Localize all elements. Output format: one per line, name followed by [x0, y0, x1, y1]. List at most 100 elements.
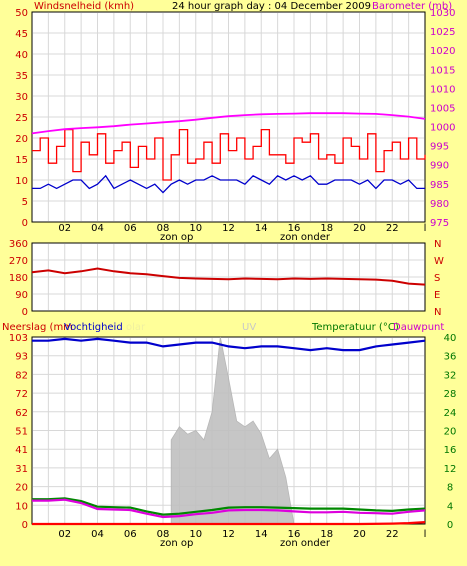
- wind-series: [31, 112, 426, 194]
- rain-y-tick-label: 41: [15, 445, 28, 456]
- sunset-label-top: zon onder: [280, 232, 331, 243]
- x-tick-label: l: [424, 223, 427, 234]
- direction-y-tick-label: 90: [15, 290, 28, 301]
- barometer-line: [31, 112, 426, 135]
- temperature-y-tick-label: 0: [447, 520, 453, 531]
- wind-y-tick-label: 10: [15, 176, 28, 187]
- humidity-axis-title: Vochtigheid: [64, 322, 123, 333]
- wind-y-tick-label: 35: [15, 71, 28, 82]
- rain-y-tick-label: 72: [15, 389, 28, 400]
- climate-ticks: 0102031415162728293103048121620242832364…: [9, 333, 456, 540]
- barometer-y-tick-label: 1000: [430, 123, 455, 134]
- x-tick-label: 16: [288, 223, 301, 234]
- wind-y-tick-label: 30: [15, 92, 28, 103]
- rain-axis-title: Neerslag (mm: [2, 322, 73, 333]
- x-tick-label: 20: [353, 223, 366, 234]
- barometer-y-tick-label: 995: [430, 142, 449, 153]
- wind-axis-title: Windsnelheid (kmh): [34, 1, 134, 12]
- direction-grid: [33, 244, 424, 310]
- temperature-y-tick-label: 12: [444, 464, 457, 475]
- rain-y-tick-label: 82: [15, 370, 28, 381]
- rain-y-tick-label: 62: [15, 408, 28, 419]
- x-tick-label: 02: [58, 223, 71, 234]
- x-tick-label: 18: [320, 529, 333, 540]
- wind-y-tick-label: 5: [22, 197, 28, 208]
- barometer-y-tick-label: 985: [430, 180, 449, 191]
- temperature-y-tick-label: 32: [444, 370, 457, 381]
- solar-radiation-area: [170, 336, 295, 525]
- barometer-y-tick-label: 980: [430, 199, 449, 210]
- x-tick-label: 18: [320, 223, 333, 234]
- wind-y-tick-label: 20: [15, 134, 28, 145]
- compass-letter: E: [434, 290, 440, 301]
- solar-label: olar: [126, 322, 146, 333]
- barometer-y-tick-label: 1025: [430, 27, 455, 38]
- wind-ticks: 0510152025303540455097598098599099510001…: [15, 8, 455, 234]
- x-tick-label: 14: [255, 223, 268, 234]
- direction-y-tick-label: 0: [22, 307, 28, 318]
- rain-y-tick-label: 20: [15, 483, 28, 494]
- temperature-y-tick-label: 28: [444, 389, 457, 400]
- temperature-y-tick-label: 20: [444, 427, 457, 438]
- x-tick-label: 22: [386, 529, 399, 540]
- rain-y-tick-label: 31: [15, 464, 28, 475]
- chart-title: 24 hour graph day : 04 December 2009: [172, 1, 371, 12]
- direction-y-tick-label: 180: [9, 273, 28, 284]
- barometer-y-tick-label: 990: [430, 161, 449, 172]
- x-tick-label: 10: [189, 223, 202, 234]
- compass-letter: N: [434, 239, 441, 250]
- sunrise-label-top: zon op: [160, 232, 193, 243]
- barometer-y-tick-label: 1030: [430, 8, 455, 19]
- x-tick-label: 12: [222, 223, 235, 234]
- x-tick-label: 08: [157, 529, 170, 540]
- barometer-y-tick-label: 975: [430, 218, 449, 229]
- x-tick-label: l: [424, 529, 427, 540]
- direction-series: [31, 267, 426, 286]
- x-tick-label: 10: [189, 529, 202, 540]
- x-tick-label: 06: [124, 223, 137, 234]
- x-tick-label: 14: [255, 529, 268, 540]
- rain-y-tick-label: 93: [15, 352, 28, 363]
- temperature-y-tick-label: 24: [444, 408, 457, 419]
- temperature-line: [32, 497, 426, 516]
- climate-series: [32, 336, 426, 526]
- wind-y-tick-label: 50: [15, 8, 28, 19]
- x-tick-label: 02: [58, 529, 71, 540]
- dewpoint-line: [32, 498, 426, 519]
- barometer-y-tick-label: 1005: [430, 103, 455, 114]
- wind-direction-line: [31, 267, 426, 286]
- temperature-y-tick-label: 8: [447, 483, 453, 494]
- compass-letter: W: [434, 256, 444, 267]
- x-tick-label: 12: [222, 529, 235, 540]
- dewpoint-axis-title: Dauwpunt: [393, 322, 444, 333]
- rain-y-tick-label: 10: [15, 501, 28, 512]
- x-tick-label: 16: [288, 529, 301, 540]
- wind-average-line: [32, 174, 425, 194]
- barometer-y-tick-label: 1020: [430, 46, 455, 57]
- temperature-y-tick-label: 16: [444, 445, 457, 456]
- temperature-axis-title: Temperatuur (°C): [311, 322, 399, 333]
- wind-y-tick-label: 0: [22, 218, 28, 229]
- x-tick-label: 08: [157, 223, 170, 234]
- x-tick-label: 06: [124, 529, 137, 540]
- barometer-axis-title: Barometer (mb): [372, 1, 452, 12]
- rain-y-tick-label: 103: [9, 333, 28, 344]
- rain-y-tick-label: 51: [15, 427, 28, 438]
- wind-y-tick-label: 25: [15, 113, 28, 124]
- wind-gust-line: [32, 128, 426, 181]
- x-tick-label: 20: [353, 529, 366, 540]
- wind-y-tick-label: 40: [15, 50, 28, 61]
- sunset-label-bottom: zon onder: [280, 538, 331, 549]
- temperature-y-tick-label: 4: [447, 501, 453, 512]
- x-tick-label: 04: [91, 529, 104, 540]
- wind-y-tick-label: 15: [15, 155, 28, 166]
- sunrise-label-bottom: zon op: [160, 538, 193, 549]
- uv-label: UV: [242, 322, 256, 333]
- direction-y-tick-label: 360: [9, 239, 28, 250]
- x-tick-label: 22: [386, 223, 399, 234]
- direction-y-tick-label: 270: [9, 256, 28, 267]
- x-tick-label: 04: [91, 223, 104, 234]
